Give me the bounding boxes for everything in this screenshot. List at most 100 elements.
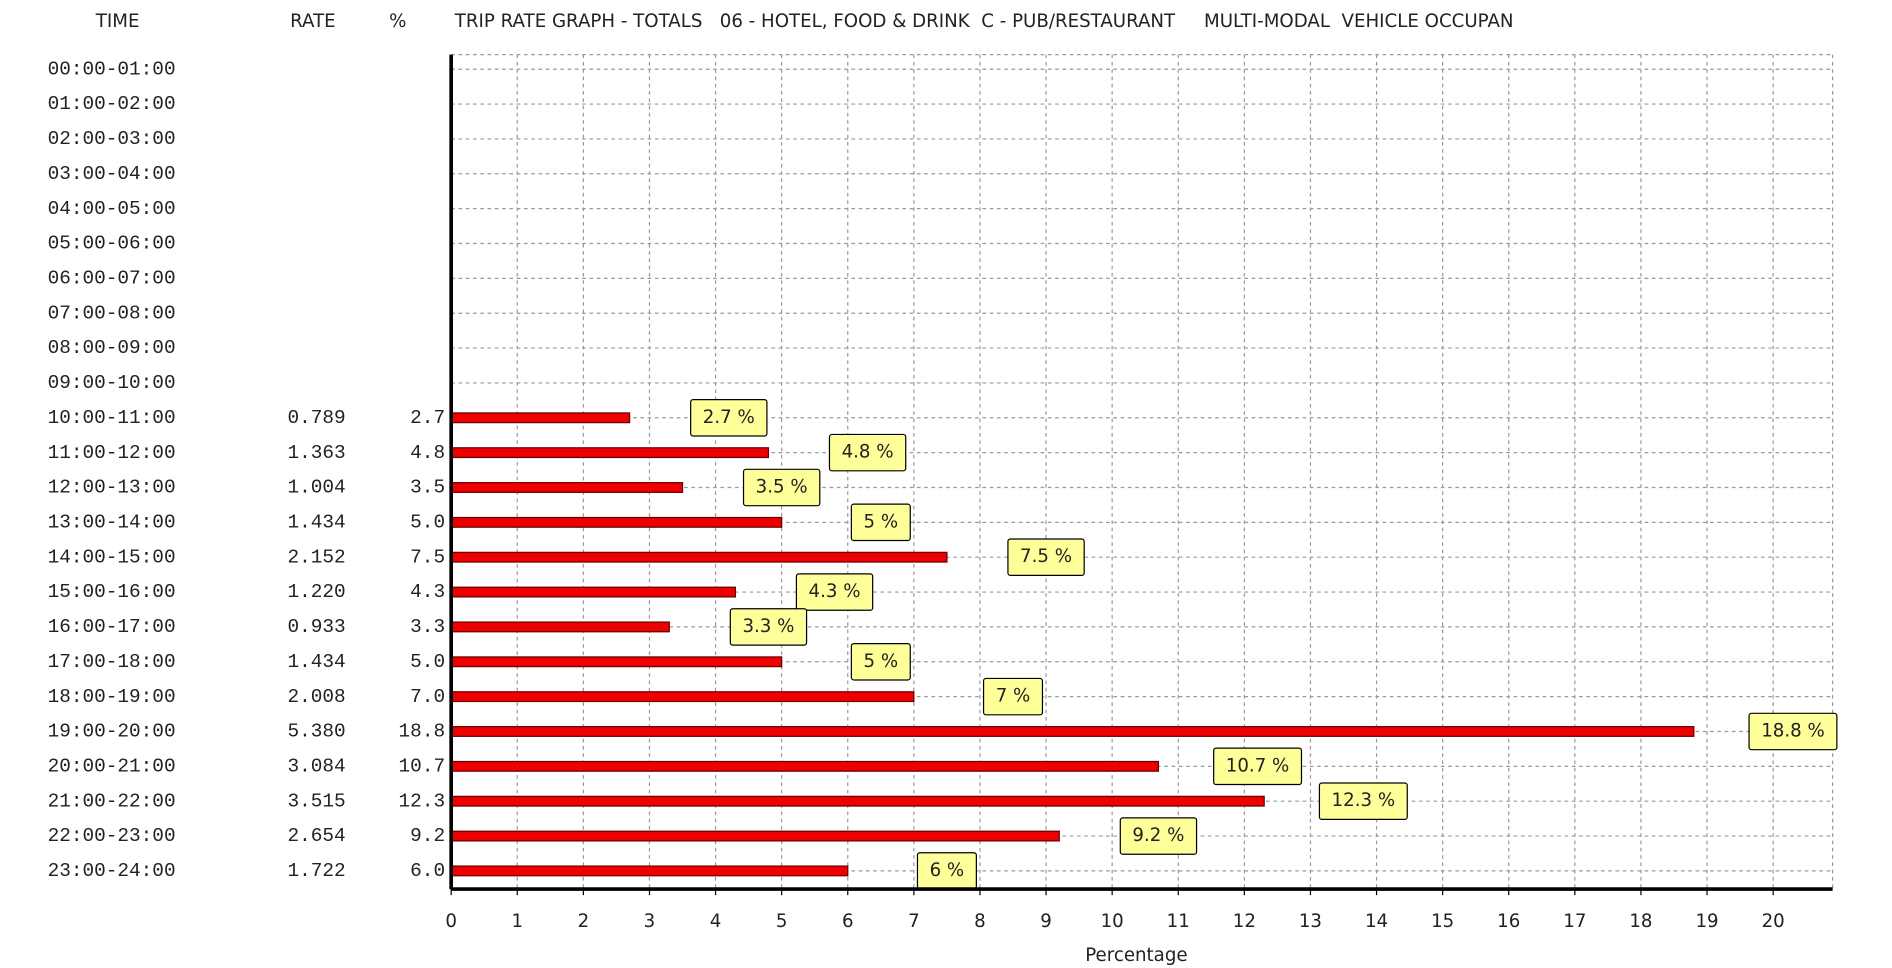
row-time: 05:00-06:00 (48, 233, 176, 255)
bar (450, 760, 1160, 772)
value-label: 4.3 % (809, 581, 861, 602)
value-label-box (1318, 782, 1408, 820)
row-percent: 4.8 (410, 442, 445, 464)
row-time: 03:00-04:00 (48, 163, 176, 185)
value-label-box (1748, 712, 1838, 751)
row-percent: 10.7 (399, 755, 446, 777)
value-label: 12.3 % (1332, 790, 1396, 811)
x-tick-label: 12 (1233, 911, 1256, 932)
value-label-box (742, 468, 821, 507)
row-percent: 3.5 (410, 477, 445, 499)
row-rate: 1.722 (287, 860, 345, 882)
row-time: 22:00-23:00 (48, 825, 176, 847)
value-label: 7.5 % (1020, 546, 1072, 567)
bar (450, 551, 948, 563)
chart-title: TRIP RATE GRAPH - TOTALS 06 - HOTEL, FOO… (454, 11, 1514, 32)
row-time: 17:00-18:00 (48, 651, 176, 673)
x-tick-label: 3 (644, 911, 656, 932)
row-percent: 5.0 (410, 511, 445, 533)
row-rate: 0.789 (287, 407, 345, 429)
row-percent: 5.0 (410, 651, 445, 673)
bar (450, 691, 915, 703)
header-percent: % (389, 11, 406, 32)
row-percent: 7.0 (410, 686, 445, 708)
value-label-box (828, 433, 907, 472)
bar (450, 412, 631, 424)
value-label: 5 % (863, 511, 898, 532)
value-label: 7 % (996, 686, 1031, 707)
row-time: 12:00-13:00 (48, 477, 176, 499)
value-label-box (729, 608, 808, 646)
bar (450, 586, 737, 598)
bar (450, 516, 783, 528)
row-rate: 3.515 (287, 790, 345, 812)
bar (450, 447, 770, 459)
value-label: 3.3 % (742, 616, 794, 637)
row-time: 02:00-03:00 (48, 128, 176, 150)
x-tick-label: 0 (445, 911, 457, 932)
row-rate: 2.654 (287, 825, 345, 847)
row-rate: 1.220 (287, 581, 345, 603)
row-time: 13:00-14:00 (48, 511, 176, 533)
row-time: 09:00-10:00 (48, 372, 176, 394)
row-time: 11:00-12:00 (48, 442, 176, 464)
x-tick-label: 19 (1695, 911, 1718, 932)
x-tick-label: 18 (1629, 911, 1652, 932)
row-time: 15:00-16:00 (48, 581, 176, 603)
row-time: 04:00-05:00 (48, 198, 176, 220)
value-label-box (850, 503, 911, 542)
x-tick-label: 5 (776, 911, 788, 932)
row-percent: 9.2 (410, 825, 445, 847)
row-percent: 12.3 (399, 790, 446, 812)
row-rate: 0.933 (287, 616, 345, 638)
value-label: 10.7 % (1226, 755, 1290, 776)
row-time: 18:00-19:00 (48, 686, 176, 708)
bar (450, 656, 783, 668)
x-tick-label: 4 (710, 911, 722, 932)
x-axis-label: Percentage (1085, 945, 1187, 966)
header-rate: RATE (290, 11, 336, 32)
value-label: 2.7 % (703, 407, 755, 428)
value-label-box (690, 398, 768, 437)
value-label-box (982, 677, 1044, 716)
x-tick-label: 13 (1299, 911, 1322, 932)
value-label: 3.5 % (756, 476, 808, 497)
value-label-box (795, 573, 874, 611)
row-rate: 1.363 (287, 442, 345, 464)
row-rate: 2.008 (287, 686, 345, 708)
bar (450, 795, 1265, 807)
x-tick-label: 20 (1762, 911, 1785, 932)
value-label: 5 % (863, 651, 898, 672)
x-tick-label: 17 (1563, 911, 1586, 932)
row-time: 21:00-22:00 (48, 790, 176, 812)
row-percent: 18.8 (399, 721, 446, 743)
row-time: 16:00-17:00 (48, 616, 176, 638)
value-label-box (850, 642, 911, 681)
x-tick-label: 1 (511, 911, 523, 932)
x-tick-label: 8 (974, 911, 986, 932)
bar (450, 726, 1695, 737)
value-label-box (1213, 747, 1303, 786)
row-time: 07:00-08:00 (48, 302, 176, 324)
row-time: 19:00-20:00 (48, 721, 176, 743)
row-percent: 6.0 (410, 860, 445, 882)
value-label: 4.8 % (842, 442, 894, 463)
header-time: TIME (95, 11, 140, 32)
row-percent: 2.7 (410, 407, 445, 429)
x-tick-label: 10 (1101, 911, 1124, 932)
bar (450, 830, 1060, 842)
row-time: 23:00-24:00 (48, 860, 176, 882)
row-time: 08:00-09:00 (48, 337, 176, 359)
x-tick-label: 6 (842, 911, 854, 932)
row-rate: 2.152 (287, 546, 345, 568)
row-time: 10:00-11:00 (48, 407, 176, 429)
x-tick-label: 2 (578, 911, 590, 932)
x-tick-label: 15 (1431, 911, 1454, 932)
row-time: 01:00-02:00 (48, 93, 176, 115)
row-time: 00:00-01:00 (48, 58, 176, 80)
row-percent: 4.3 (410, 581, 445, 603)
value-label: 9.2 % (1132, 825, 1184, 846)
row-time: 20:00-21:00 (48, 755, 176, 777)
